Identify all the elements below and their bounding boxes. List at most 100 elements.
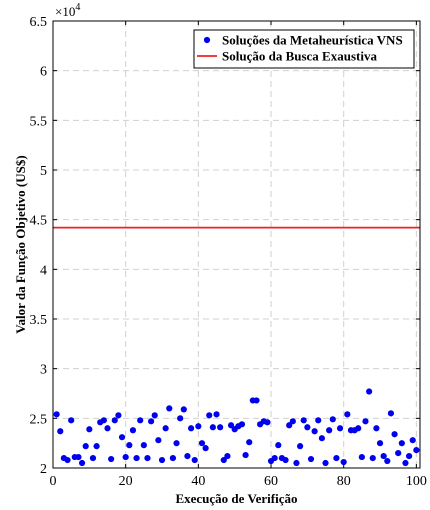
data-point	[282, 456, 289, 464]
data-point	[177, 415, 184, 422]
data-point	[296, 443, 304, 450]
data-point	[195, 423, 202, 430]
data-point	[220, 456, 227, 464]
y-axis-label: Valor da Função Objetivo (US$)	[13, 155, 28, 333]
data-point	[409, 437, 416, 444]
data-point	[155, 437, 162, 444]
data-point	[122, 453, 129, 461]
data-point	[333, 454, 340, 462]
data-point	[336, 425, 344, 432]
data-point	[246, 439, 253, 446]
data-point	[82, 443, 89, 450]
data-point	[93, 443, 100, 450]
data-point	[126, 442, 133, 449]
data-point	[318, 435, 325, 442]
data-point	[187, 425, 195, 432]
data-point	[402, 459, 409, 467]
legend-label-vns: Soluções da Metaheurística VNS	[222, 33, 403, 48]
data-point	[355, 425, 362, 432]
y-tick-label: 5	[40, 164, 47, 179]
data-point	[89, 454, 97, 462]
y-tick-label: 4.5	[30, 214, 48, 229]
data-point	[115, 412, 122, 419]
data-point	[173, 440, 180, 447]
x-tick-label: 60	[264, 474, 278, 489]
data-point	[380, 452, 387, 460]
y-tick-label: 6	[40, 65, 47, 80]
y-tick-label: 3	[40, 363, 47, 378]
data-point	[358, 453, 365, 461]
data-point	[387, 410, 395, 417]
x-axis-label: Execução de Verifição	[175, 491, 297, 506]
y-tick-labels: 2 2.5 3 3.5 4 4.5 5 5.5 6 6.5	[30, 15, 48, 477]
data-point	[111, 417, 118, 424]
data-point	[398, 440, 405, 447]
data-point	[191, 456, 198, 464]
data-point	[366, 388, 373, 395]
data-point	[376, 440, 384, 447]
data-point	[391, 431, 398, 438]
data-point	[329, 416, 336, 423]
data-point	[209, 424, 216, 431]
data-point	[86, 426, 93, 433]
y-tick-label: 6.5	[30, 15, 48, 30]
data-point	[198, 440, 206, 447]
data-point	[169, 454, 177, 462]
data-point	[166, 405, 173, 412]
data-point	[384, 457, 391, 465]
data-point	[405, 452, 413, 460]
data-point	[322, 459, 329, 467]
data-point	[286, 422, 293, 429]
data-point	[213, 411, 220, 418]
data-point	[68, 417, 75, 424]
x-tick-label: 40	[191, 474, 205, 489]
y-tick-label: 5.5	[30, 114, 48, 129]
data-point	[413, 447, 420, 454]
data-point	[140, 442, 147, 449]
y-axis-exponent: ×104	[55, 2, 80, 19]
grid	[53, 21, 420, 468]
data-point	[151, 412, 158, 419]
data-point	[206, 412, 213, 419]
data-point	[311, 428, 318, 435]
legend-box	[193, 29, 415, 69]
data-point	[344, 411, 351, 418]
data-point	[315, 417, 322, 424]
data-point	[227, 422, 235, 429]
y-tick-label: 2.5	[30, 412, 48, 427]
data-point	[158, 456, 166, 464]
data-point	[162, 425, 169, 432]
legend-marker-vns	[203, 36, 211, 44]
legend: Soluções da Metaheurística VNS Solução d…	[193, 29, 415, 69]
tick-marks	[52, 20, 420, 469]
data-point	[300, 417, 307, 424]
data-point	[304, 424, 311, 431]
data-point	[75, 453, 82, 461]
data-point	[118, 434, 126, 441]
data-point	[238, 421, 246, 428]
x-tick-labels: 0 20 40 60 80 100	[50, 474, 427, 489]
data-point	[289, 418, 296, 425]
data-point	[53, 411, 60, 418]
data-point	[326, 427, 333, 434]
data-point	[180, 406, 187, 413]
data-point	[184, 452, 191, 460]
data-point	[253, 397, 260, 404]
y-tick-label: 4	[40, 263, 47, 278]
data-point	[104, 425, 111, 432]
data-point	[133, 454, 140, 462]
data-point	[395, 450, 402, 457]
y-tick-label: 2	[40, 462, 47, 477]
data-point	[144, 454, 151, 462]
y-tick-label: 3.5	[30, 313, 48, 328]
x-tick-label: 0	[50, 474, 57, 489]
plot-frame	[52, 20, 421, 469]
data-point	[224, 452, 231, 460]
data-point	[217, 424, 224, 431]
x-tick-label: 20	[119, 474, 133, 489]
data-point	[293, 459, 300, 467]
data-point	[369, 454, 376, 462]
data-point	[275, 442, 282, 449]
data-point	[271, 454, 278, 462]
